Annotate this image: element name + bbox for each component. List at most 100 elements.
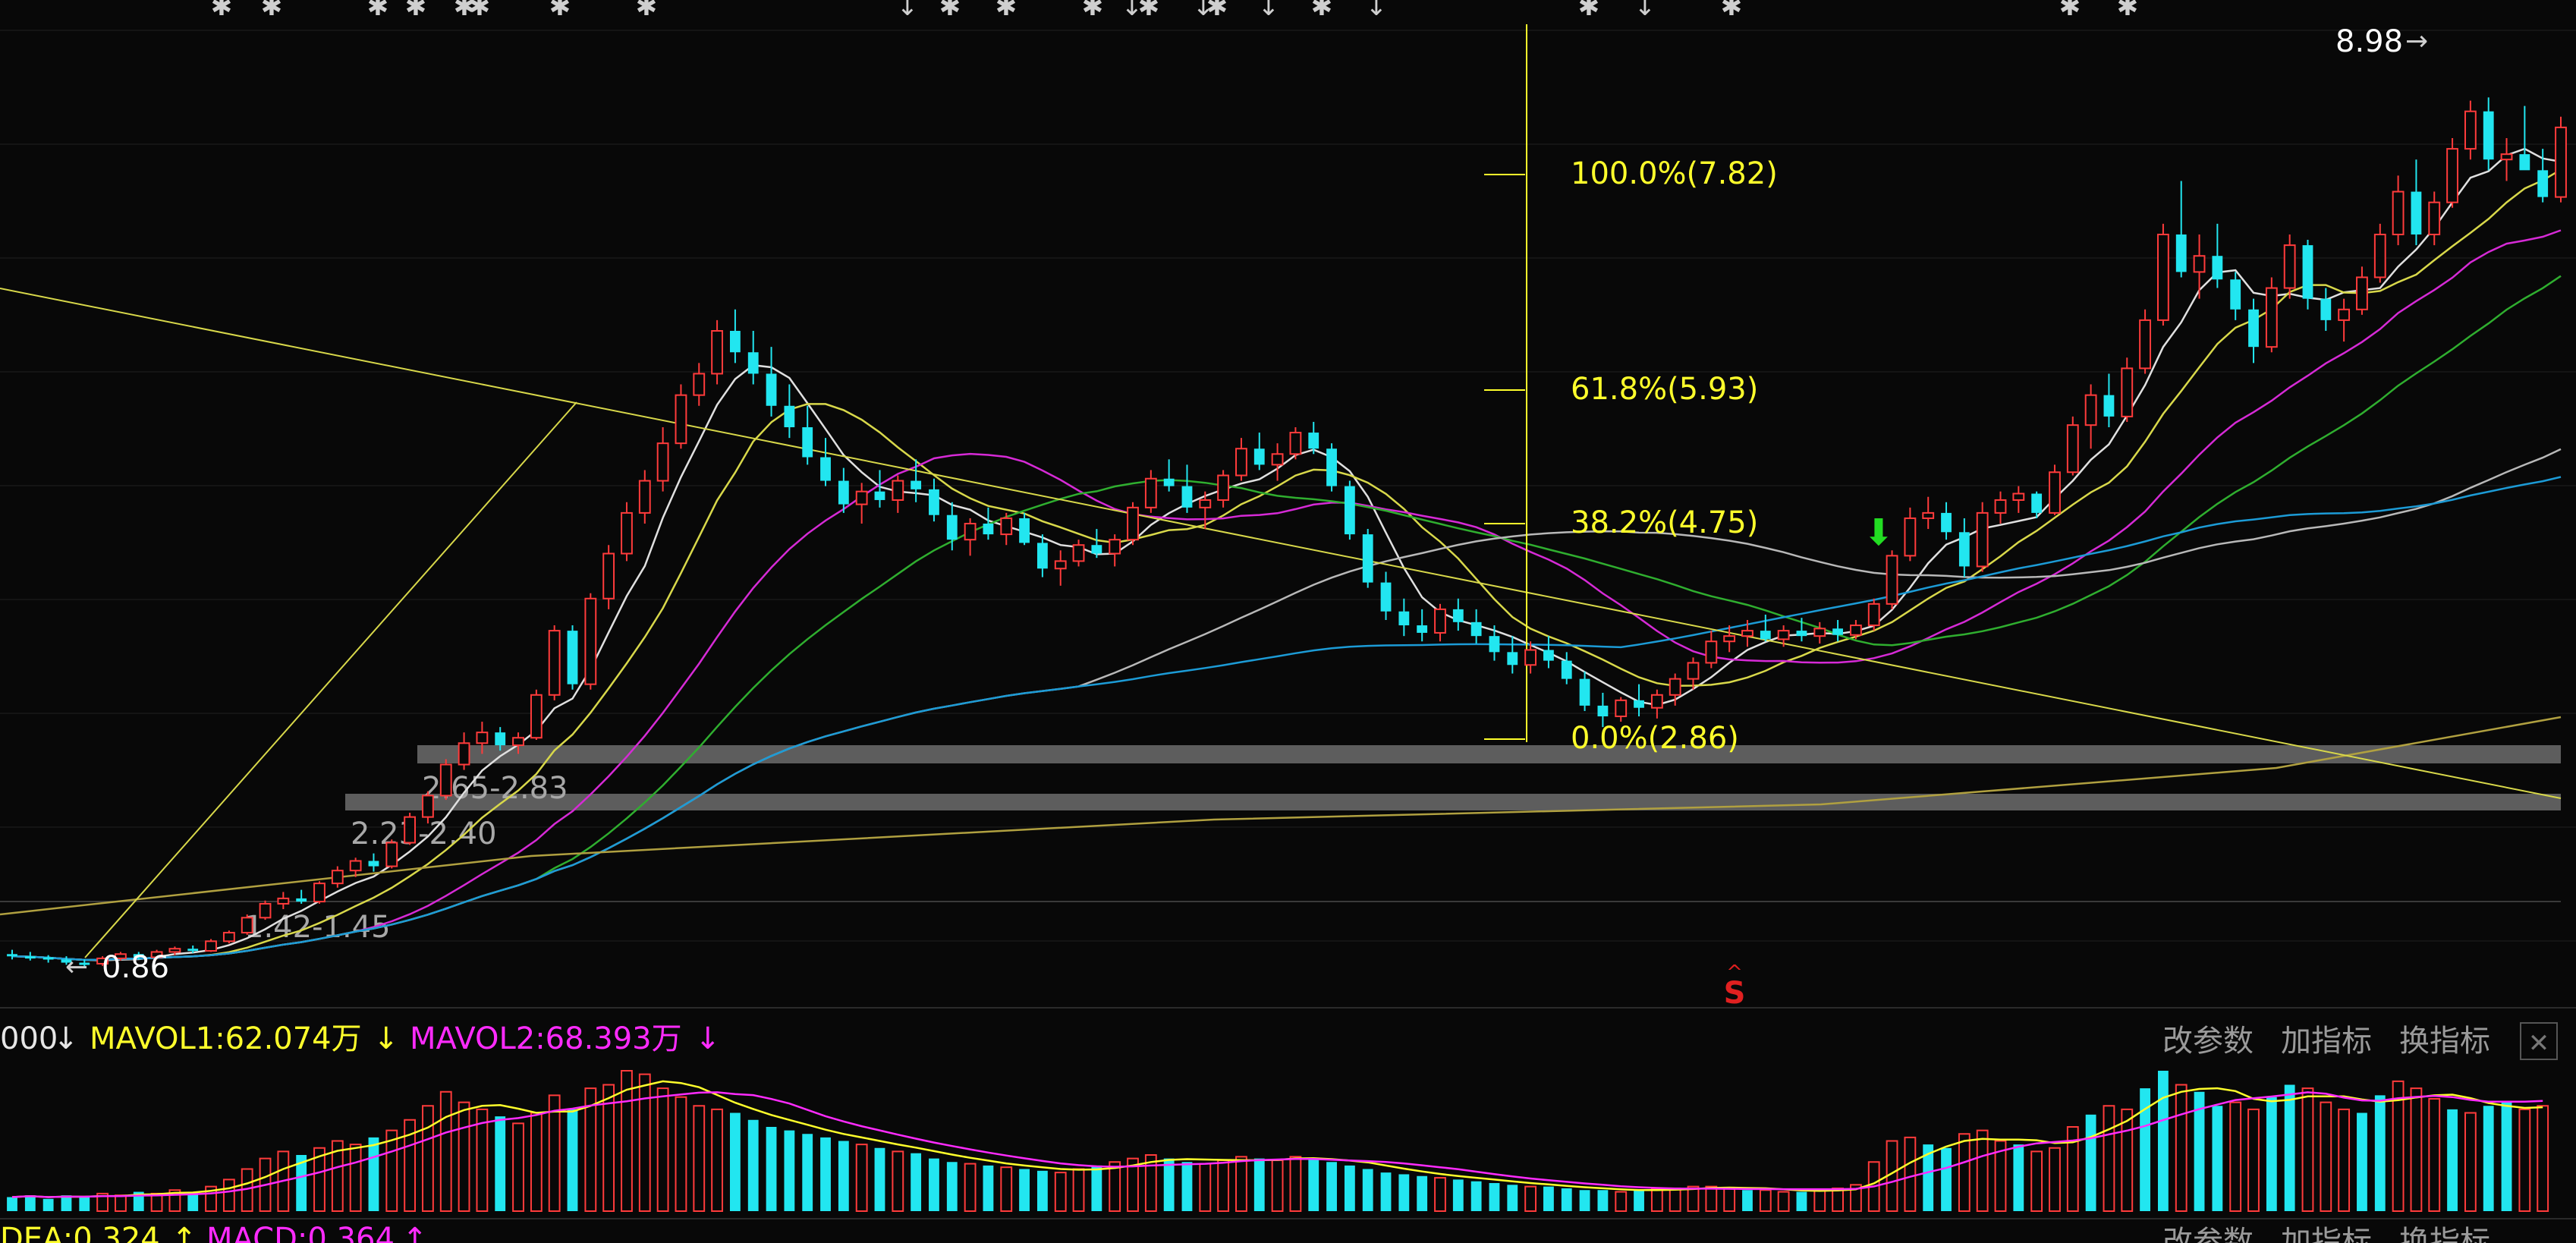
volume-bar <box>1994 1140 2007 1212</box>
candle-body <box>1417 625 1428 633</box>
event-marker-icon: ✱ <box>1206 0 1228 22</box>
fib-label: 61.8%(5.93) <box>1571 372 1758 407</box>
volume-bar <box>2338 1108 2351 1212</box>
candle-body <box>1019 518 1030 543</box>
add-indicator-button[interactable]: 加指标 <box>2281 1024 2372 1059</box>
candle-body <box>1253 448 1265 465</box>
candle-body <box>2428 201 2441 235</box>
candle-body <box>2500 153 2513 161</box>
volume-bar <box>1163 1158 1175 1211</box>
candle-body <box>2175 234 2187 272</box>
volume-bar <box>2085 1114 2096 1211</box>
volume-bar <box>2140 1088 2150 1211</box>
volume-bar <box>1091 1165 1102 1211</box>
volume-bar <box>929 1158 939 1211</box>
fibonacci-levels: 100.0%(7.82) 61.8%(5.93) 38.2%(4.75) 0.0%(2… <box>1484 24 1778 756</box>
candle-body <box>1543 650 1554 661</box>
candle-body <box>2230 279 2241 310</box>
volume-bar <box>1561 1188 1572 1211</box>
volume-bar <box>1036 1170 1048 1211</box>
event-marker-icon: ✱ <box>367 0 389 22</box>
candle-body <box>458 742 470 766</box>
candle-body <box>331 870 344 885</box>
volume-bar <box>2392 1080 2405 1212</box>
volume-bar <box>495 1116 506 1211</box>
candle-body <box>1760 631 1771 640</box>
dea-label: DEA:0.324 <box>0 1222 160 1243</box>
volume-bar <box>2157 1071 2169 1211</box>
volume-bar <box>42 1198 54 1211</box>
volume-bar <box>1127 1157 1139 1212</box>
candle-body <box>675 394 687 445</box>
candle-body <box>404 816 417 844</box>
event-marker-icon: ✱ <box>995 0 1018 22</box>
volume-bar <box>1705 1185 1718 1212</box>
macd-change-params-button[interactable]: 改参数 <box>2162 1225 2254 1243</box>
volume-bar <box>259 1157 272 1212</box>
volume-bar <box>1850 1184 1862 1212</box>
candle-body <box>2031 493 2043 513</box>
candle-body <box>439 763 452 797</box>
volume-bar <box>1289 1156 1302 1212</box>
volume-bar <box>2212 1106 2223 1211</box>
volume-bar <box>24 1195 36 1211</box>
candle-body <box>24 956 36 959</box>
candle-body <box>874 491 885 500</box>
volume-bar <box>656 1087 669 1212</box>
volume-bar <box>1597 1190 1609 1211</box>
candle-body <box>1036 543 1048 569</box>
event-marker-icon: ✱ <box>636 0 658 22</box>
volume-bar <box>2537 1105 2549 1212</box>
candle-body <box>1163 478 1175 486</box>
macd-add-indicator-button[interactable]: 加指标 <box>2281 1225 2372 1243</box>
volume-bar <box>205 1185 217 1212</box>
volume-bar <box>855 1144 868 1212</box>
volume-bar <box>79 1197 90 1211</box>
candle-body <box>892 480 904 501</box>
candle-body <box>855 490 868 505</box>
candle-body <box>983 524 994 535</box>
volume-bar <box>2194 1091 2205 1211</box>
candle-body <box>1054 560 1067 570</box>
volume-bar <box>602 1084 615 1212</box>
high-arrow-icon: → <box>2405 26 2428 57</box>
volume-bar <box>1524 1185 1537 1212</box>
volume-bar <box>187 1191 199 1211</box>
candle-body <box>2156 234 2169 321</box>
switch-indicator-button[interactable]: 换指标 <box>2399 1024 2490 1059</box>
volume-bar <box>296 1155 307 1211</box>
candle-body <box>638 480 651 514</box>
candle-body <box>602 552 615 599</box>
mavol1-trend-icon: ↓ <box>373 1021 399 1056</box>
close-panel-button[interactable]: ✕ <box>2520 1022 2558 1060</box>
candle-body <box>1091 545 1102 554</box>
candle-body <box>2446 148 2458 203</box>
change-params-button[interactable]: 改参数 <box>2162 1024 2254 1059</box>
candle-body <box>385 842 398 867</box>
volume-bar <box>385 1129 398 1212</box>
vol-trend-icon: ↓ <box>53 1021 79 1056</box>
candle-body <box>133 954 144 958</box>
volume-bar <box>711 1108 723 1212</box>
candle-body <box>1904 517 1917 557</box>
moving-averages <box>0 147 2562 961</box>
candle-body <box>621 511 633 555</box>
candle-body <box>259 902 272 919</box>
low-price-label: 0.86 <box>102 950 169 985</box>
candle-body <box>2012 492 2025 501</box>
event-marker-icon: ✱ <box>1578 0 1600 22</box>
candle-body <box>1886 555 1898 605</box>
event-marker-icon: ✱ <box>2059 0 2081 22</box>
candle-body <box>2049 471 2061 514</box>
event-marker-icon: ✱ <box>405 0 427 22</box>
volume-bar <box>874 1147 885 1211</box>
macd-switch-indicator-button[interactable]: 换指标 <box>2399 1225 2490 1243</box>
candle-body <box>2392 190 2405 235</box>
candle-body <box>1687 662 1700 680</box>
candle-body <box>2103 395 2115 417</box>
fib-label: 0.0%(2.86) <box>1571 721 1739 756</box>
candle-body <box>296 898 307 902</box>
volume-bar <box>1470 1181 1482 1211</box>
candle-body <box>820 457 831 481</box>
